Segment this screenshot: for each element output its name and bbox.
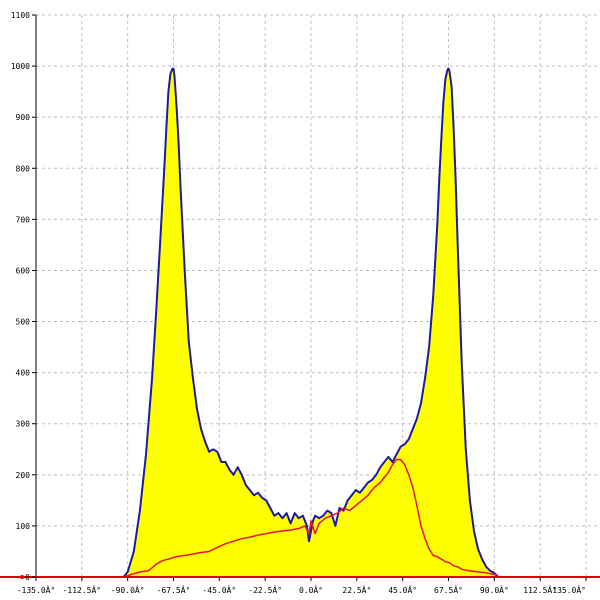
- x-tick-label: 67.5Â°: [434, 584, 463, 595]
- baseline-marker: [20, 575, 24, 579]
- x-tick-label: -135.0Â°: [17, 584, 56, 595]
- series-1-line: [123, 458, 499, 578]
- series-0-line: [122, 67, 500, 578]
- x-tick-label: -45.0Â°: [202, 584, 236, 595]
- y-tick-label: 400: [16, 369, 31, 378]
- label-layer: 0 100 200 300 400 500 600 700 800 900 1000 1100 -135…: [11, 11, 586, 595]
- y-tick-label: 300: [16, 420, 31, 429]
- x-tick-label: 112.5Â°: [523, 584, 557, 595]
- y-tick-label: 200: [16, 471, 31, 480]
- x-tick-label: 135.0Â°: [552, 584, 586, 595]
- x-tick-label: 22.5Â°: [342, 584, 371, 595]
- x-tick-label: 90.0Â°: [480, 584, 509, 595]
- x-tick-label: -112.5Â°: [63, 584, 102, 595]
- x-tick-label: -67.5Â°: [157, 584, 191, 595]
- y-tick-label: 500: [16, 318, 31, 327]
- x-tick-label: 0.0Â°: [299, 584, 323, 595]
- x-tick-label: -90.0Â°: [111, 584, 145, 595]
- y-tick-label: 1100: [11, 11, 30, 20]
- series-0-area: [123, 68, 499, 577]
- y-tick-label: 1000: [11, 62, 30, 71]
- y-tick-label: 700: [16, 215, 31, 224]
- y-tick-label: 100: [16, 522, 31, 531]
- axis-layer: [0, 14, 600, 581]
- x-tick-label: 45.0Â°: [388, 584, 417, 595]
- series-layer: [122, 67, 500, 578]
- y-tick-label: 800: [16, 164, 31, 173]
- y-tick-label: 0: [25, 573, 30, 582]
- y-tick-label: 900: [16, 113, 31, 122]
- y-tick-label: 600: [16, 266, 31, 275]
- x-tick-label: -22.5Â°: [248, 584, 282, 595]
- grid-layer: [35, 14, 600, 577]
